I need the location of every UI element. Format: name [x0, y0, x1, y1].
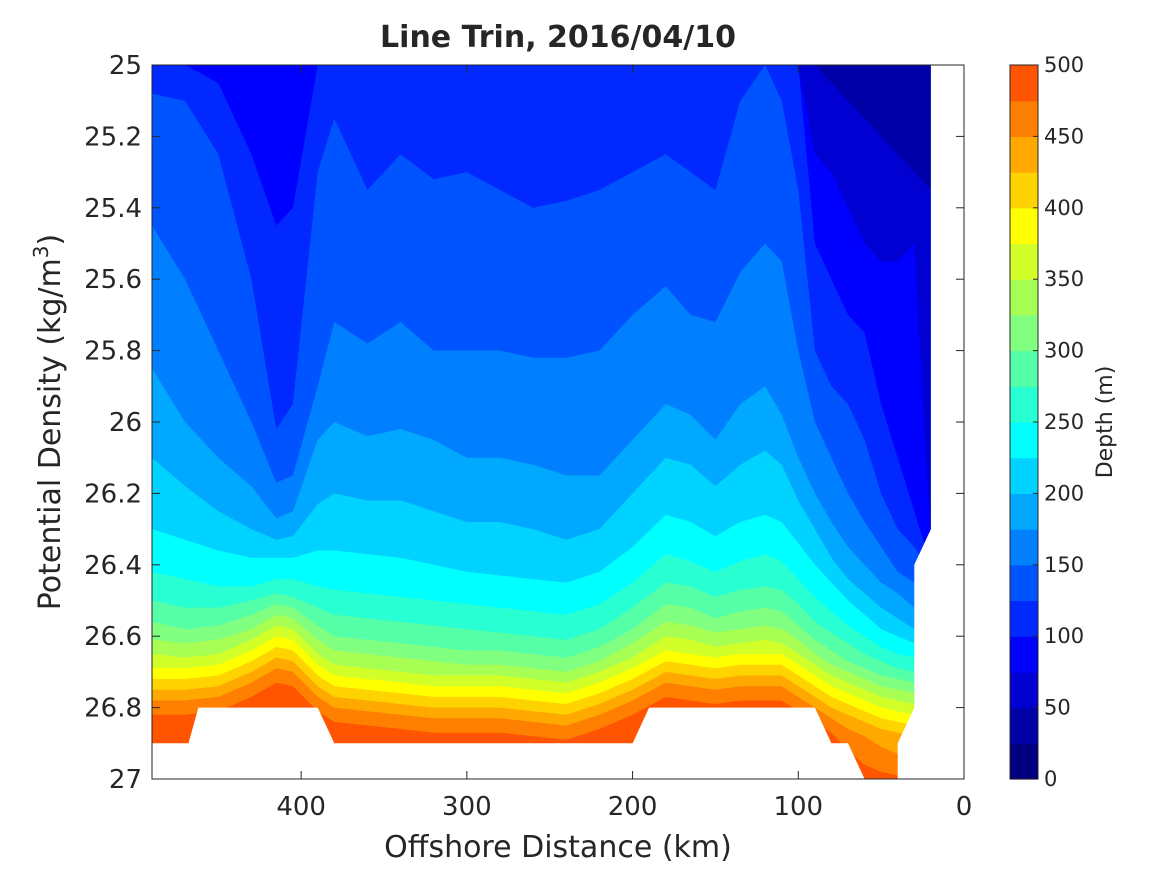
x-tick-label: 0 [956, 792, 973, 822]
x-tick-label: 300 [442, 792, 492, 822]
colorbar-block [1010, 65, 1038, 102]
colorbar-tick-label: 450 [1044, 124, 1084, 148]
x-tick-label: 100 [773, 792, 823, 822]
y-tick-label: 26.4 [84, 551, 142, 581]
y-tick-label: 25.2 [84, 122, 142, 152]
x-tick-label: 200 [608, 792, 658, 822]
colorbar-tick-label: 400 [1044, 196, 1084, 220]
colorbar-block [1010, 207, 1038, 245]
y-tick-label: 25.8 [84, 337, 142, 367]
colorbar-block [1010, 243, 1038, 280]
colorbar-tick-label: 50 [1044, 696, 1071, 720]
no-data-region [152, 707, 865, 779]
y-axis-label-close: ) [33, 234, 68, 246]
colorbar-block [1010, 350, 1038, 387]
colorbar-label: Depth (m) [1093, 366, 1118, 479]
colorbar-block [1010, 279, 1038, 316]
no-data-region [897, 65, 964, 779]
colorbar-block [1010, 422, 1038, 459]
x-axis-ticks: 400 300 200 100 0 [276, 65, 972, 822]
y-tick-label: 27 [109, 765, 142, 795]
colorbar-block [1010, 529, 1038, 566]
y-tick-label: 26 [109, 408, 142, 438]
colorbar-block [1010, 457, 1038, 494]
no-data-regions [152, 65, 964, 779]
plot-area [151, 64, 965, 780]
colorbar: 0 50 100 150 200 250 300 350 400 450 500 Depth (m) [1009, 53, 1118, 791]
colorbar-block [1010, 671, 1038, 709]
y-tick-label: 25.4 [84, 194, 142, 224]
colorbar-block [1010, 100, 1038, 137]
colorbar-block [1010, 493, 1038, 530]
y-tick-label: 25.6 [84, 265, 142, 295]
colorbar-block [1010, 600, 1038, 637]
colorbar-block [1010, 386, 1038, 423]
colorbar-tick-label: 0 [1044, 767, 1057, 791]
colorbar-tick-label: 150 [1044, 553, 1084, 577]
y-axis-label-superscript: 3 [29, 245, 53, 258]
colorbar-block [1010, 707, 1038, 744]
colorbar-color-blocks [1010, 65, 1038, 780]
colorbar-block [1010, 172, 1038, 209]
y-axis-label-main: Potential Density (kg/m [33, 258, 68, 610]
colorbar-tick-label: 500 [1044, 53, 1084, 77]
colorbar-tick-label: 350 [1044, 267, 1084, 291]
x-axis-label: Offshore Distance (km) [384, 830, 732, 865]
colorbar-tick-label: 200 [1044, 481, 1084, 505]
chart-title: Line Trin, 2016/04/10 [380, 20, 736, 55]
colorbar-tick-label: 100 [1044, 624, 1084, 648]
colorbar-block [1010, 314, 1038, 352]
colorbar-block [1010, 636, 1038, 673]
y-tick-label: 26.2 [84, 479, 142, 509]
colorbar-block [1010, 743, 1038, 780]
contour-fills [152, 65, 964, 779]
colorbar-block [1010, 136, 1038, 173]
colorbar-ticks: 0 50 100 150 200 250 300 350 400 450 500 [1033, 53, 1084, 791]
y-tick-label: 26.8 [84, 694, 142, 724]
y-tick-label: 25 [109, 51, 142, 81]
y-tick-label: 26.6 [84, 622, 142, 652]
y-axis-label: Potential Density (kg/m3) [29, 234, 68, 610]
x-tick-label: 400 [276, 792, 326, 822]
colorbar-block [1010, 564, 1038, 602]
y-axis-ticks: 25 25.2 25.4 25.6 25.8 26 26.2 26.4 26.6 26.8 27 [84, 51, 964, 795]
colorbar-tick-label: 250 [1044, 410, 1084, 434]
colorbar-tick-label: 300 [1044, 339, 1084, 363]
